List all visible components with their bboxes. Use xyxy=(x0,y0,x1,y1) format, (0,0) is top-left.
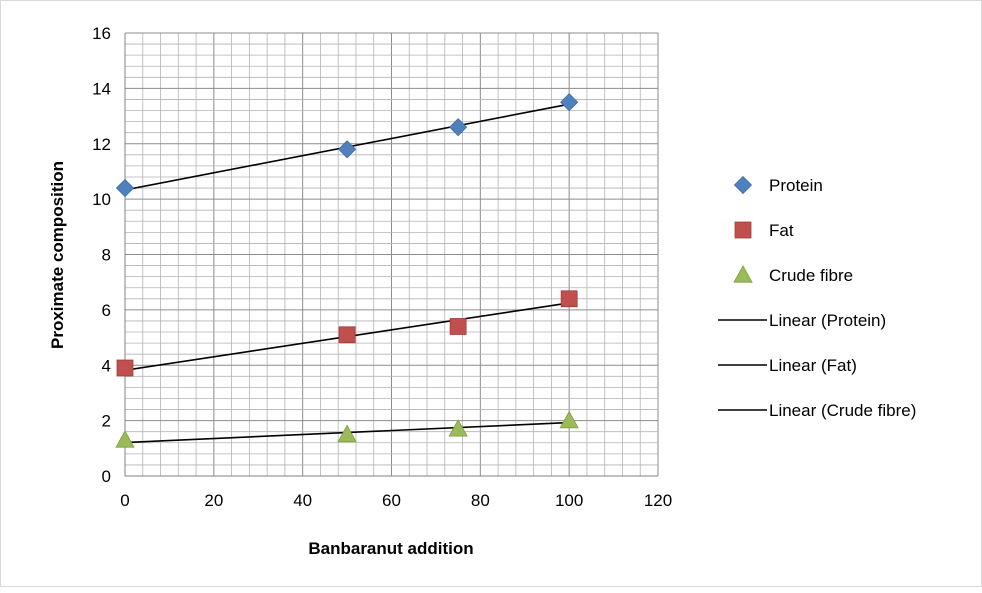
axes xyxy=(124,33,658,477)
x-tick-label: 80 xyxy=(471,491,490,510)
legend-marker xyxy=(733,175,753,195)
data-point-protein xyxy=(338,140,357,159)
y-tick-label: 6 xyxy=(102,301,111,320)
y-tick-label: 12 xyxy=(92,135,111,154)
y-tick-label: 14 xyxy=(92,79,111,98)
markers xyxy=(115,93,579,448)
y-tick-label: 2 xyxy=(102,412,111,431)
data-point-protein xyxy=(115,178,135,198)
data-point-fat xyxy=(116,359,134,377)
data-point-fat xyxy=(338,326,356,344)
data-point-crude-fibre xyxy=(337,424,357,443)
x-tick-label: 120 xyxy=(644,491,672,510)
data-point-crude-fibre xyxy=(115,430,135,448)
legend-marker xyxy=(733,265,753,283)
legend-label: Fat xyxy=(769,221,794,240)
y-axis-title: Proximate composition xyxy=(48,161,67,349)
x-axis-title: Banbaranut addition xyxy=(308,539,473,558)
grid xyxy=(124,32,659,477)
legend-marker xyxy=(734,221,752,239)
legend-label: Linear (Crude fibre) xyxy=(769,401,916,420)
x-tick-label: 40 xyxy=(293,491,312,510)
data-point-crude-fibre xyxy=(448,419,468,437)
legend-label: Protein xyxy=(769,176,823,195)
x-tick-label: 60 xyxy=(382,491,401,510)
legend: Protein Fat Crude fibre Linear (Protein) Lin… xyxy=(718,175,916,420)
data-point-fat xyxy=(449,318,467,335)
legend-label: Linear (Fat) xyxy=(769,356,857,375)
data-point-protein xyxy=(449,118,468,137)
data-point-fat xyxy=(560,290,578,308)
y-tick-label: 10 xyxy=(92,190,111,209)
data-point-crude-fibre xyxy=(559,410,579,429)
x-tick-label: 0 xyxy=(120,491,129,510)
y-tick-label: 8 xyxy=(102,246,111,265)
legend-label: Crude fibre xyxy=(769,266,853,285)
x-tick-label: 100 xyxy=(555,491,583,510)
x-tick-label: 20 xyxy=(204,491,223,510)
y-tick-label: 16 xyxy=(92,24,111,43)
data-point-protein xyxy=(560,93,579,112)
tick-labels: 0 20 40 60 80 100 120 0 2 4 6 8 10 12 14 16 xyxy=(92,24,672,510)
legend-label: Linear (Protein) xyxy=(769,311,886,330)
y-tick-label: 4 xyxy=(102,356,111,375)
y-tick-label: 0 xyxy=(102,467,111,486)
